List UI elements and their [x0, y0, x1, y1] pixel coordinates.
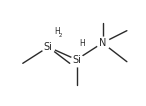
Text: Si: Si — [44, 42, 53, 52]
Text: H: H — [54, 27, 60, 36]
Text: N: N — [99, 38, 106, 48]
Text: Si: Si — [72, 55, 81, 65]
Text: H: H — [79, 39, 85, 48]
Text: 2: 2 — [59, 33, 62, 38]
